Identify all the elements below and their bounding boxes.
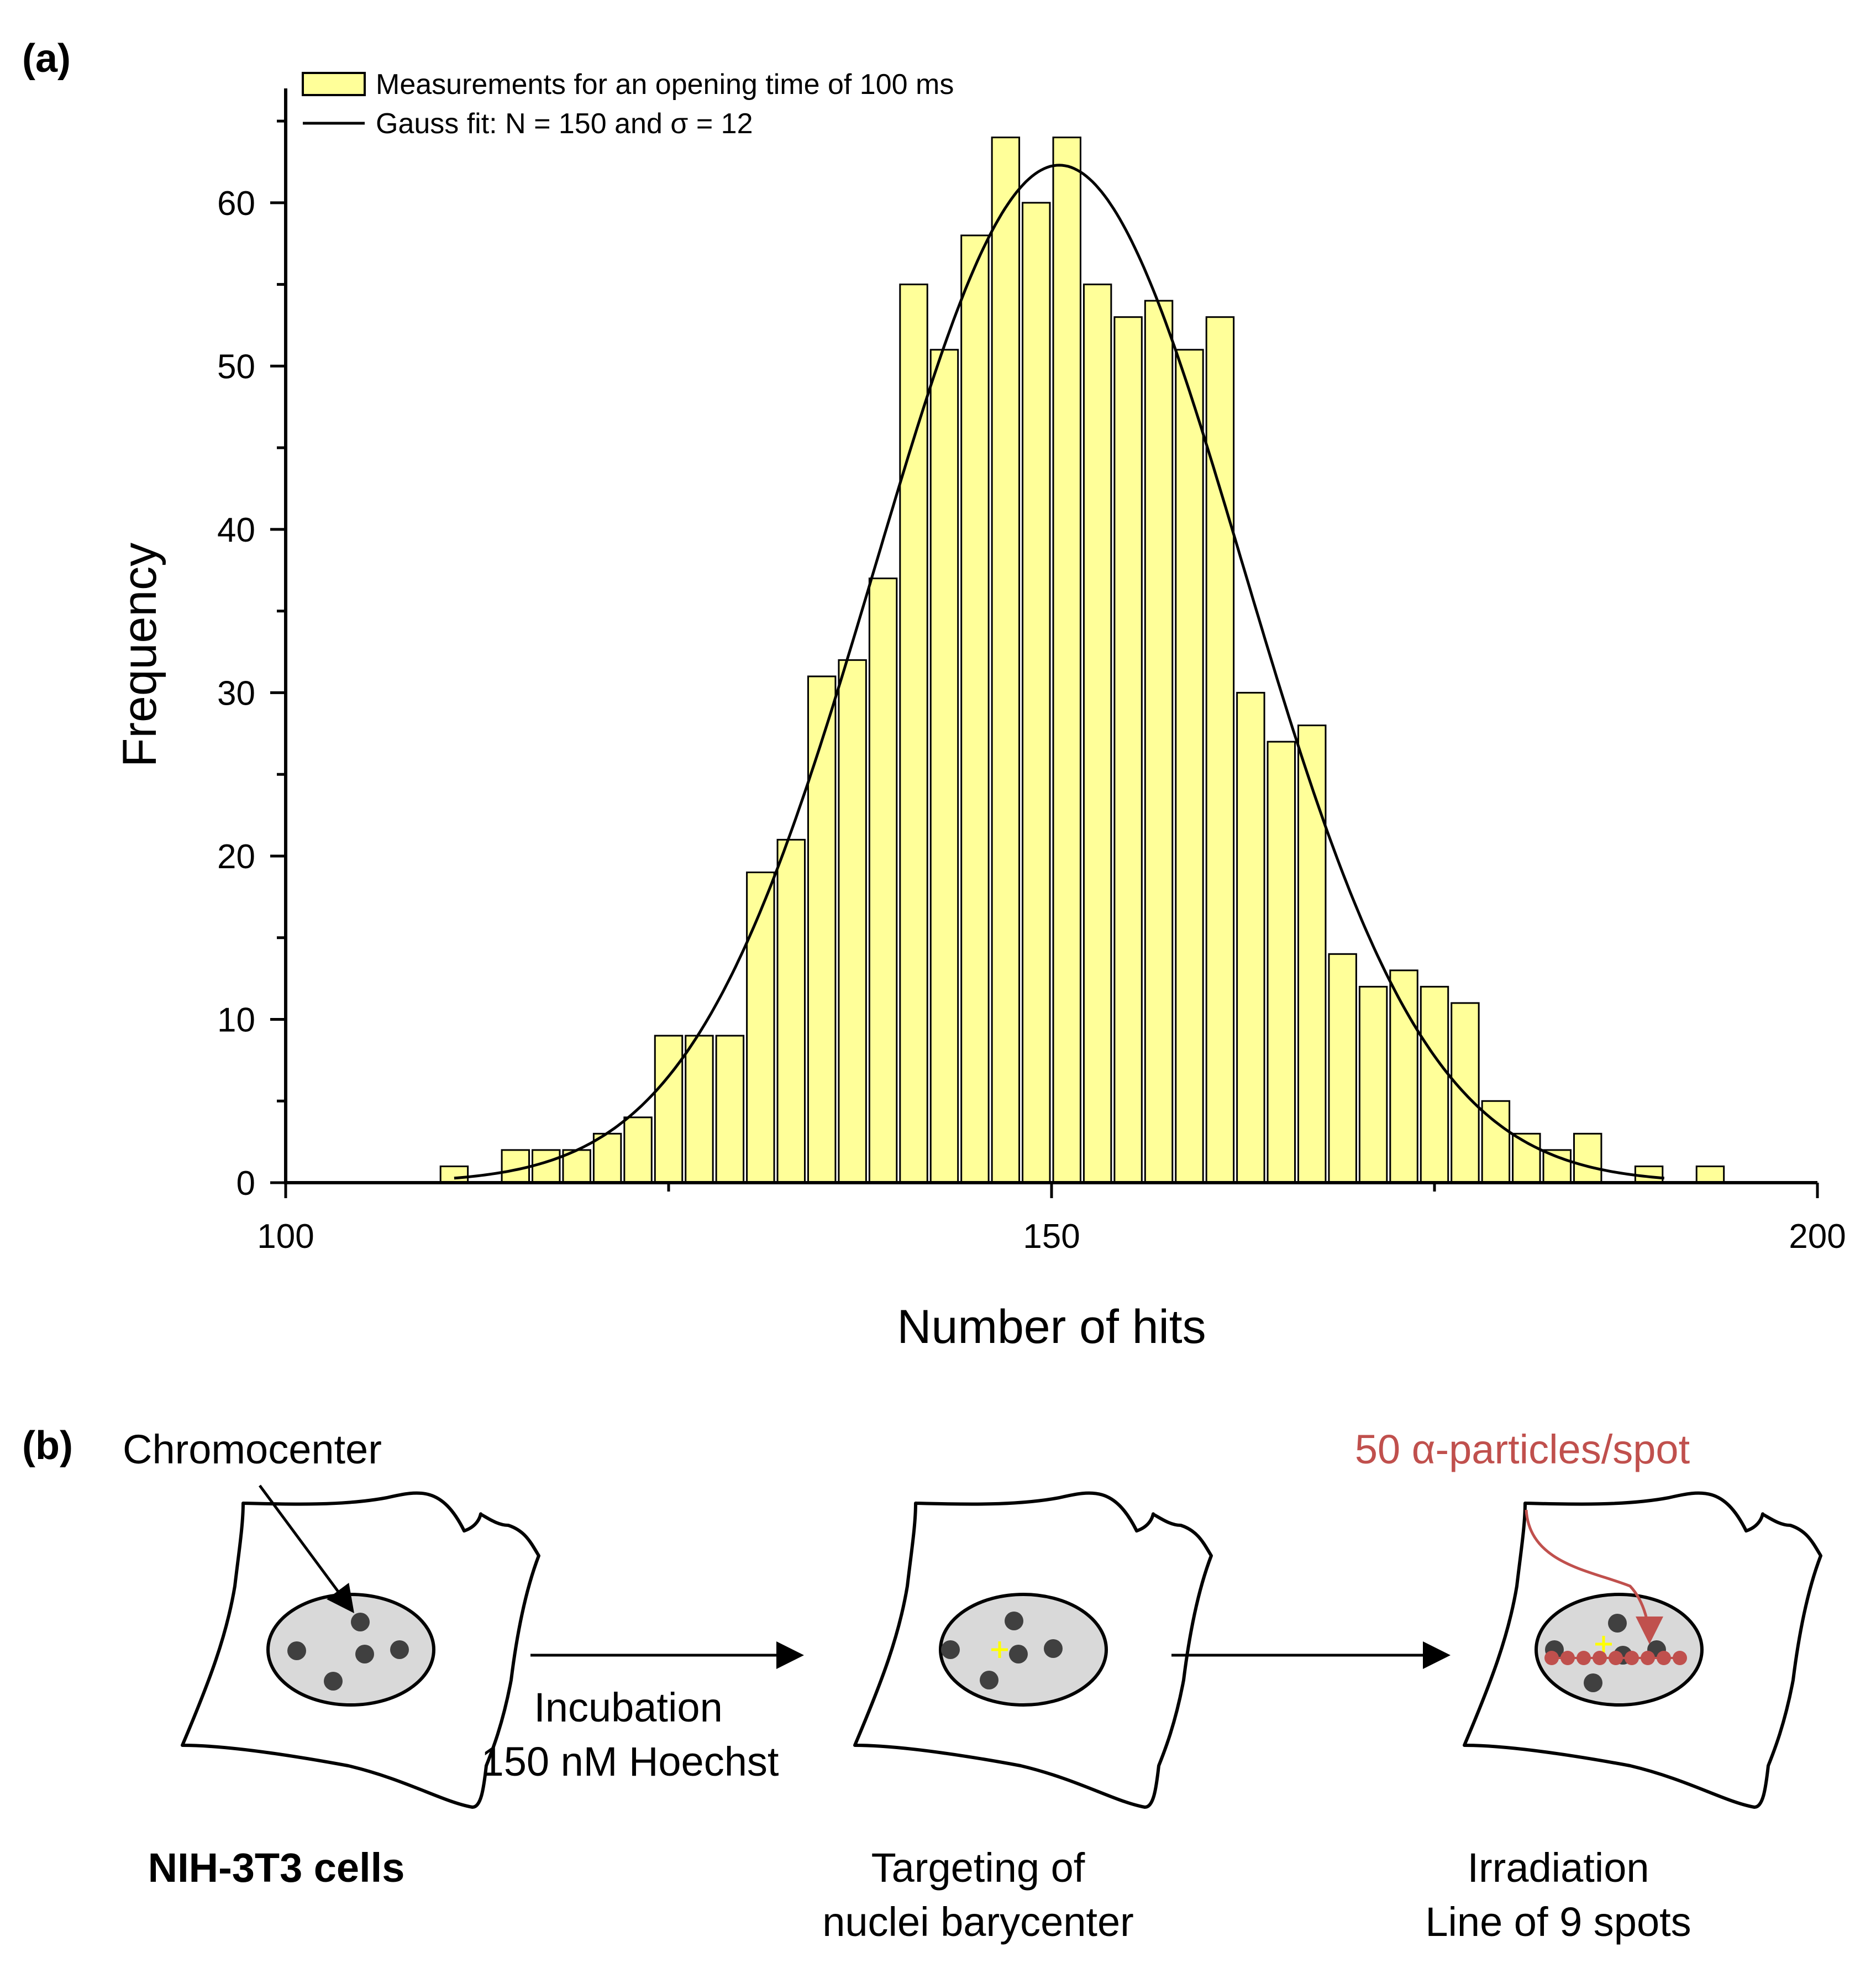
histogram-bar bbox=[1512, 1132, 1541, 1184]
step-1-label: NIH-3T3 cells bbox=[148, 1845, 405, 1891]
histogram-bar bbox=[991, 137, 1021, 1184]
legend-bars-label: Measurements for an opening time of 100 … bbox=[376, 69, 954, 101]
cell-3 bbox=[1463, 1491, 1822, 1809]
dose-label: 50 α-particles/spot bbox=[1355, 1426, 1690, 1472]
cell-2-chromocenter bbox=[941, 1640, 960, 1659]
cell-1-chromocenter bbox=[355, 1645, 374, 1663]
cell-2 bbox=[853, 1491, 1213, 1809]
histogram-bar bbox=[685, 1035, 714, 1184]
histogram-bar bbox=[1542, 1149, 1572, 1184]
histogram-bar bbox=[776, 838, 806, 1184]
histogram-bar bbox=[1297, 725, 1327, 1184]
histogram-bar bbox=[1144, 300, 1174, 1184]
x-tick-label: 150 bbox=[1023, 1217, 1080, 1256]
cell-1-chromocenter bbox=[390, 1640, 409, 1659]
y-tick-label: 50 bbox=[217, 348, 255, 386]
barycenter-target-cross bbox=[991, 1641, 1008, 1658]
workflow-diagram: Chromocenter NIH-3T3 cells Incubation 15… bbox=[123, 1426, 1822, 1945]
arrow-1-label-line-1: Incubation bbox=[534, 1684, 723, 1730]
histogram-bar bbox=[439, 1165, 469, 1184]
dose-pointer-arrow bbox=[1525, 1509, 1663, 1644]
histogram-bar bbox=[1022, 202, 1051, 1184]
y-tick-label: 20 bbox=[217, 838, 255, 876]
cell-1-outline bbox=[181, 1491, 540, 1809]
panel-a-label: (a) bbox=[22, 36, 71, 81]
histogram-bar bbox=[929, 349, 959, 1184]
x-axis-ticks: 100 150 200 bbox=[257, 1183, 1846, 1256]
histogram-bar bbox=[1573, 1132, 1602, 1184]
histogram-bar bbox=[1328, 953, 1357, 1184]
histogram-bar bbox=[1389, 969, 1418, 1184]
histogram-bar bbox=[501, 1149, 530, 1184]
step-2-label-line-2: nuclei barycenter bbox=[822, 1899, 1134, 1945]
histogram-bar bbox=[1236, 691, 1265, 1184]
arrow-1-label-line-2: 150 nM Hoechst bbox=[481, 1739, 779, 1785]
histogram-bar bbox=[899, 284, 928, 1184]
legend-fit-label: Gauss fit: N = 150 and σ = 12 bbox=[376, 108, 753, 140]
cell-2-outline bbox=[853, 1491, 1213, 1809]
cell-1: Chromocenter NIH-3T3 cells bbox=[123, 1426, 540, 1891]
y-tick-label: 60 bbox=[217, 185, 255, 223]
histogram-bar bbox=[1175, 349, 1204, 1184]
chromocenter-pointer-arrow bbox=[258, 1484, 354, 1614]
irradiation-spots bbox=[1544, 1651, 1687, 1665]
histogram-bar bbox=[623, 1116, 653, 1184]
x-tick-label: 200 bbox=[1789, 1217, 1846, 1256]
legend: Measurements for an opening time of 100 … bbox=[302, 69, 954, 140]
histogram-bar bbox=[838, 659, 867, 1184]
y-axis-ticks: 0 10 20 30 40 50 60 bbox=[217, 119, 286, 1203]
step-2-label-line-1: Targeting of bbox=[871, 1845, 1085, 1891]
histogram-bar bbox=[1052, 137, 1081, 1184]
histogram-bar bbox=[1113, 316, 1143, 1184]
cell-1-chromocenter bbox=[324, 1672, 343, 1691]
y-tick-label: 0 bbox=[237, 1164, 255, 1203]
histogram-bar bbox=[715, 1035, 745, 1184]
y-axis-label: Frequency bbox=[113, 543, 166, 767]
histogram-bar bbox=[592, 1132, 622, 1184]
x-tick-label: 100 bbox=[257, 1217, 314, 1256]
gauss-fit-curve bbox=[454, 164, 1664, 1180]
cell-3-chromocenter bbox=[1584, 1673, 1602, 1692]
legend-bar-swatch bbox=[302, 72, 366, 96]
histogram-bar bbox=[1267, 741, 1296, 1184]
histogram-bar bbox=[654, 1035, 684, 1184]
histogram-bar bbox=[746, 872, 775, 1184]
histogram-bar bbox=[868, 578, 898, 1184]
histogram-bars bbox=[439, 137, 1725, 1184]
barycenter-target-cross bbox=[1595, 1636, 1612, 1652]
x-axis-label: Number of hits bbox=[897, 1300, 1206, 1353]
step-3-label-line-2: Line of 9 spots bbox=[1425, 1899, 1691, 1945]
histogram-chart: 0 10 20 30 40 50 60 100 150 200 Number of hits F… bbox=[113, 69, 1846, 1353]
histogram-bar bbox=[532, 1149, 561, 1184]
cell-1-chromocenter bbox=[351, 1613, 370, 1631]
histogram-bar bbox=[807, 675, 837, 1184]
histogram-bar bbox=[1695, 1165, 1725, 1184]
cell-1-chromocenter bbox=[287, 1641, 306, 1660]
y-tick-label: 40 bbox=[217, 511, 255, 549]
cell-2-chromocenter bbox=[980, 1671, 999, 1689]
cell-3-outline bbox=[1463, 1491, 1822, 1809]
histogram-bar bbox=[1358, 985, 1388, 1184]
histogram-bar bbox=[1420, 985, 1449, 1184]
chromocenter-label: Chromocenter bbox=[123, 1426, 382, 1472]
step-3-label-line-1: Irradiation bbox=[1467, 1845, 1649, 1891]
histogram-bar bbox=[1205, 316, 1235, 1184]
y-tick-label: 10 bbox=[217, 1001, 255, 1039]
cell-2-chromocenter bbox=[1005, 1612, 1023, 1630]
cell-2-chromocenter bbox=[1044, 1639, 1063, 1658]
cell-3-chromocenter bbox=[1608, 1614, 1627, 1633]
y-tick-label: 30 bbox=[217, 674, 255, 712]
histogram-bar bbox=[960, 234, 990, 1184]
cell-2-chromocenter bbox=[1009, 1645, 1028, 1663]
histogram-bar bbox=[1082, 284, 1112, 1184]
panel-b-label: (b) bbox=[22, 1424, 73, 1468]
